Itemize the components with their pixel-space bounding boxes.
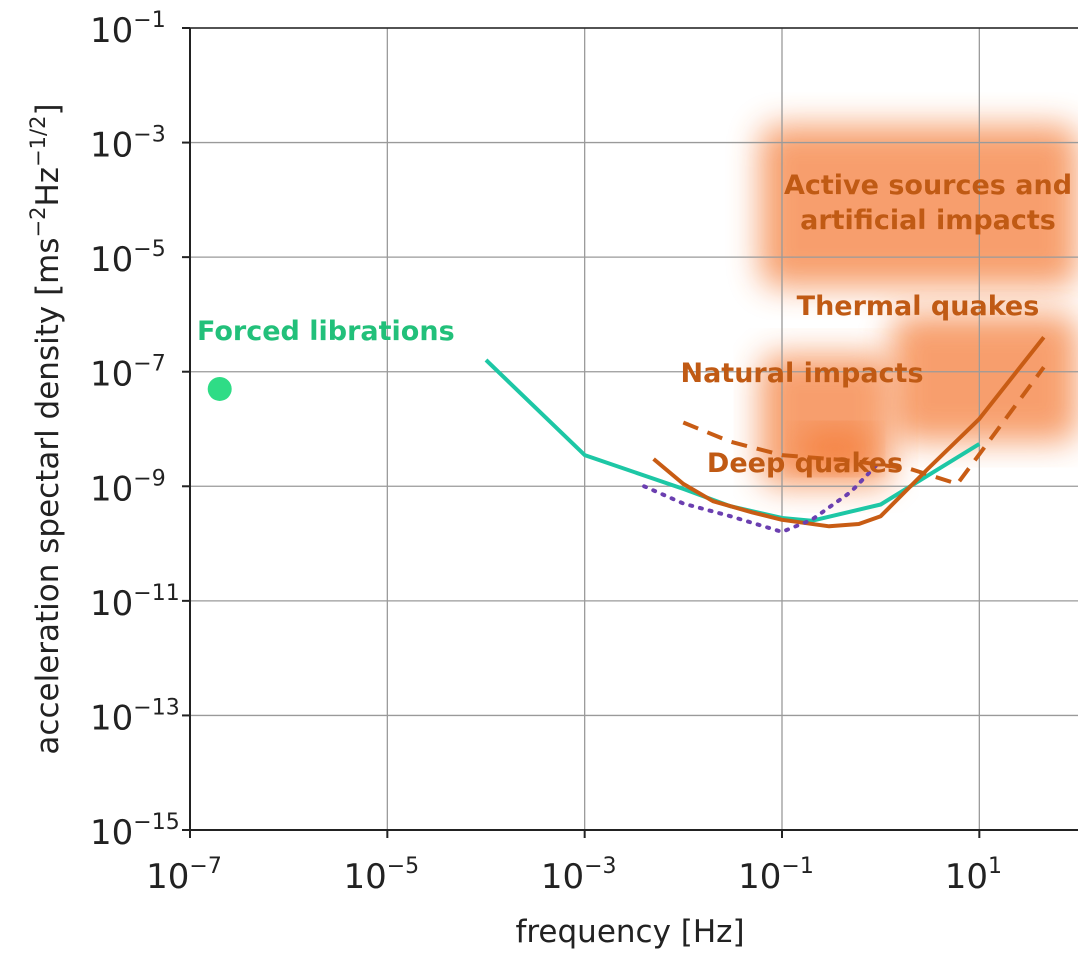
thermal-quakes-region [891,314,1078,442]
y-tick-label: 10−11 [90,581,180,624]
natural-impacts-label: Natural impacts [680,358,923,389]
artificial-impacts-label: artificial impacts [800,205,1056,236]
thermal-quakes-label: Thermal quakes [797,291,1040,322]
estimate-dotted-line [642,458,883,534]
x-tick-label: 10−5 [343,854,419,897]
forced-librations-marker [207,376,232,401]
y-tick-label: 10−3 [90,123,166,166]
y-axis-label: acceleration spectarl density [ms−2Hz−1/… [26,103,66,754]
y-tick-label: 10−5 [90,237,166,280]
series-lines [484,335,1046,534]
y-tick-label: 10−9 [90,466,166,509]
deep-quakes-label: Deep quakes [707,448,903,479]
x-axis-label: frequency [Hz] [515,914,744,950]
source-regions [760,125,1078,487]
active-sources-label: Active sources and [784,170,1072,201]
y-tick-label: 10−13 [90,695,180,738]
forced-librations-label: Forced librations [197,316,455,347]
observed-line [652,335,1046,529]
markers [207,376,232,401]
y-tick-label: 10−15 [90,810,180,853]
annotations: Active sources and artificial impacts Forc… [197,170,1072,479]
axes: 10−7 10−5 10−3 10−1 101 10−1 10−3 10−5 10−7 10−9 1… [26,8,1078,950]
x-tick-label: 101 [945,854,1002,897]
y-tick-label: 10−7 [90,352,166,395]
x-tick-label: 10−1 [738,854,814,897]
y-tick-label: 10−1 [90,8,166,51]
x-tick-label: 10−3 [541,854,617,897]
x-tick-label: 10−7 [146,854,222,897]
active-sources-region [760,125,1078,288]
